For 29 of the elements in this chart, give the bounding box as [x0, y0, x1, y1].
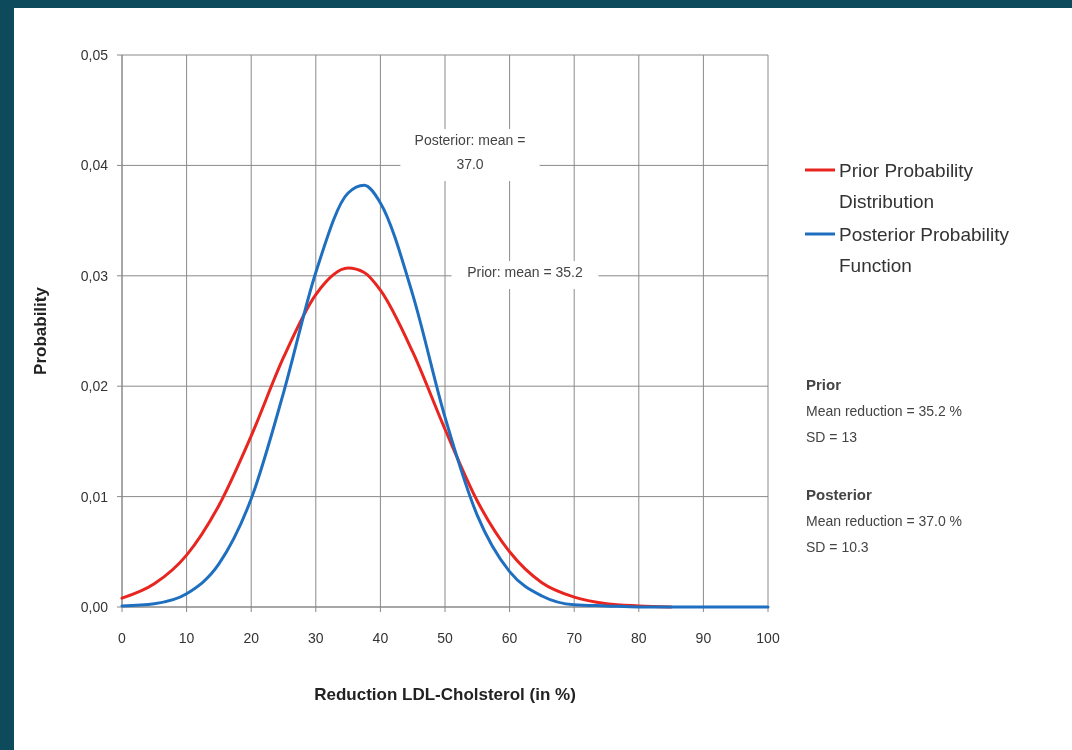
y-tick-label: 0,01 [80, 488, 109, 505]
x-tick-label: 30 [308, 630, 324, 646]
legend-label: Prior Probability Distribution [839, 159, 974, 212]
text: Posterior [806, 486, 873, 503]
y-tick-label: 0,04 [80, 157, 109, 174]
annotation: Posterior: mean = 37.0 [414, 132, 526, 172]
text: SD = 13 [806, 429, 858, 445]
x-tick-label: 40 [372, 630, 389, 646]
annotation: Prior: mean = 35.2 [467, 264, 583, 280]
legend-label: Posterior Probability Function [839, 223, 1010, 276]
y-tick-label: 0,03 [80, 267, 109, 284]
y-tick-label: 0,00 [80, 598, 109, 615]
y-tick-label: 0,05 [80, 46, 109, 63]
x-tick-label: 60 [501, 630, 518, 646]
y-tick-label: 0,02 [80, 378, 109, 395]
x-tick-label: 100 [756, 630, 780, 646]
text: Prior [806, 376, 842, 393]
x-tick-label: 10 [178, 630, 195, 646]
x-tick-label: 90 [695, 630, 712, 646]
text: SD = 10.3 [806, 539, 869, 555]
x-tick-label: 20 [243, 630, 260, 646]
x-tick-label: 80 [631, 630, 647, 646]
y-axis-title: Probability [31, 286, 50, 375]
x-tick-label: 50 [437, 630, 453, 646]
x-tick-label: 70 [566, 630, 583, 646]
x-tick-label: 0 [118, 630, 127, 646]
text: Mean reduction = 35.2 % [806, 403, 963, 419]
text: Mean reduction = 37.0 % [806, 513, 963, 529]
x-axis-title: Reduction LDL-Cholsterol (in %) [314, 685, 576, 704]
